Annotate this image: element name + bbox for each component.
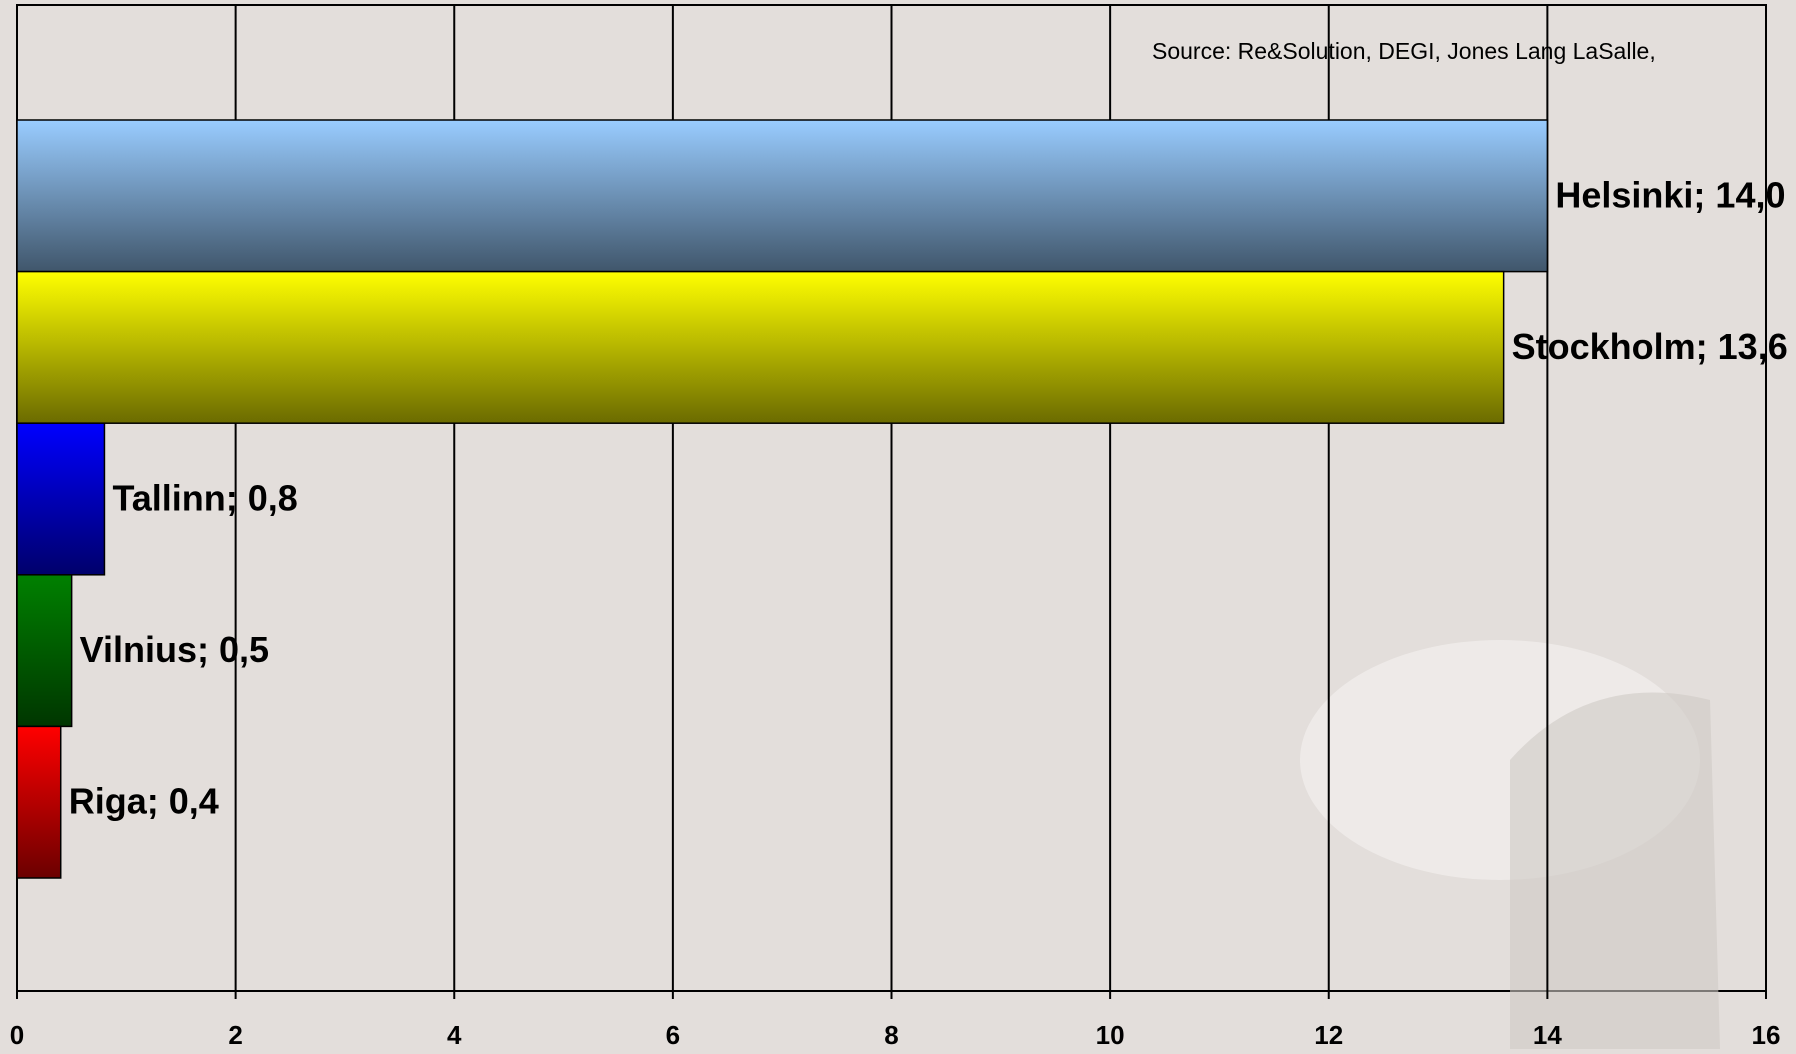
background-tower <box>1510 693 1720 1050</box>
x-tick-label: 8 <box>884 1020 898 1049</box>
page: Source: Re&Solution, DEGI, Jones Lang La… <box>0 0 1796 1049</box>
data-label: Tallinn; 0,8 <box>112 478 297 519</box>
x-tick-label: 4 <box>447 1020 462 1049</box>
x-tick-label: 0 <box>10 1020 24 1049</box>
x-tick-label: 12 <box>1314 1020 1343 1049</box>
bar <box>17 423 104 575</box>
bar <box>17 120 1547 272</box>
bar <box>17 272 1504 424</box>
bar <box>17 575 72 727</box>
x-tick-label: 6 <box>666 1020 680 1049</box>
chart: Source: Re&Solution, DEGI, Jones Lang La… <box>0 0 1796 1049</box>
bar <box>17 726 61 878</box>
x-tick-label: 14 <box>1533 1020 1562 1049</box>
x-tick-label: 2 <box>228 1020 242 1049</box>
data-label: Helsinki; 14,0 <box>1555 174 1785 215</box>
data-label: Stockholm; 13,6 <box>1512 326 1788 367</box>
source-note: Source: Re&Solution, DEGI, Jones Lang La… <box>1152 38 1656 64</box>
data-label: Vilnius; 0,5 <box>80 629 269 670</box>
data-label: Riga; 0,4 <box>69 781 219 822</box>
x-tick-label: 10 <box>1096 1020 1125 1049</box>
x-tick-label: 16 <box>1752 1020 1781 1049</box>
